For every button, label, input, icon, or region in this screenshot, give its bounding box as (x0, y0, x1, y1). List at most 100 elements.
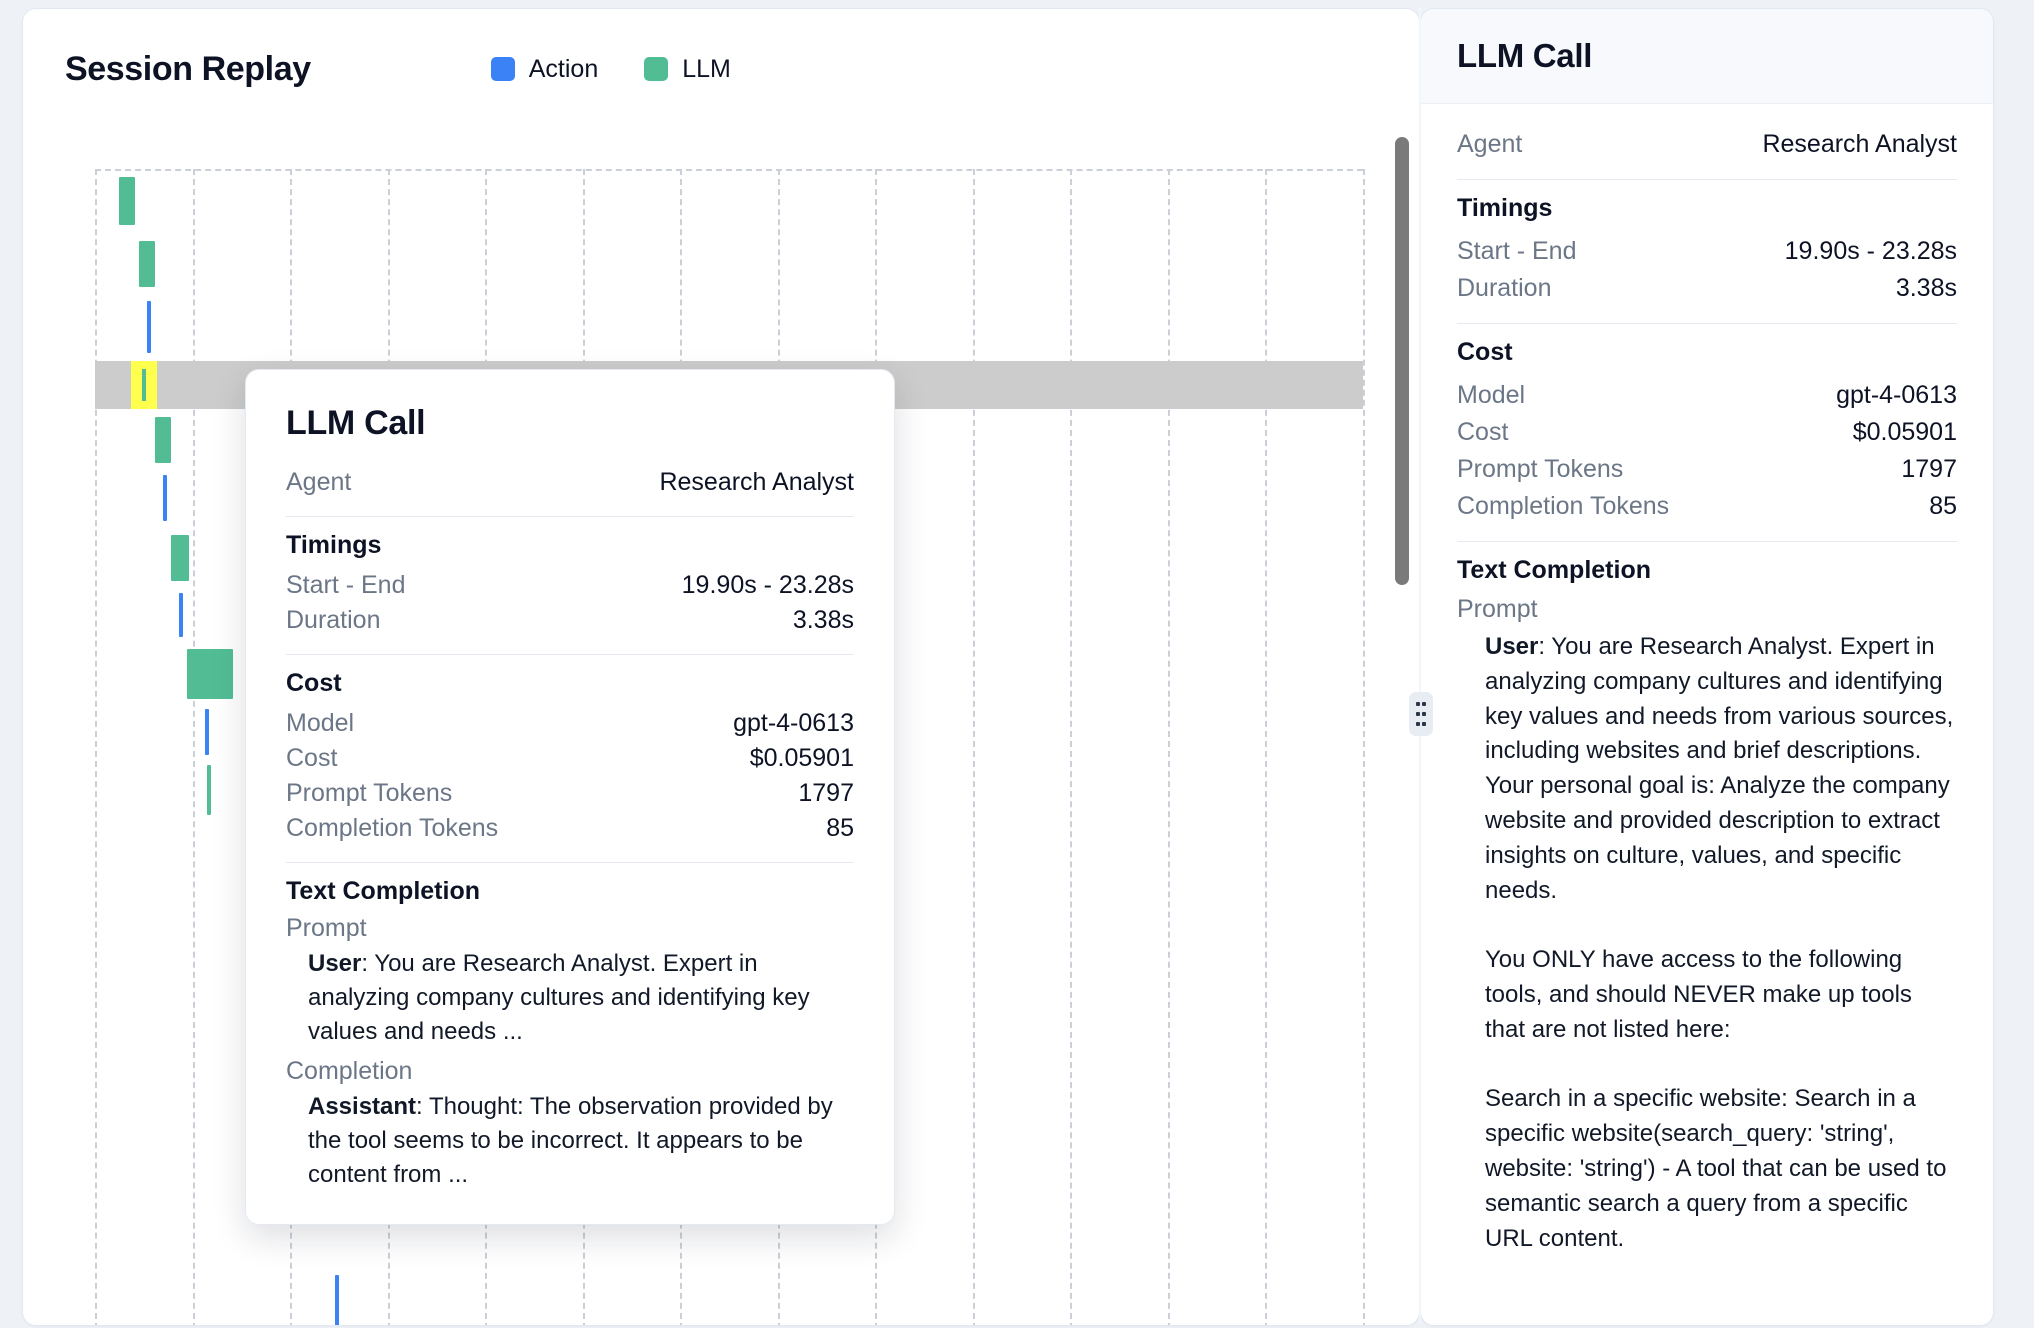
vertical-scrollbar[interactable] (1395, 137, 1409, 1317)
timeline-span-action[interactable] (205, 709, 209, 755)
details-row-prompt-tokens: Prompt Tokens 1797 (1457, 451, 1957, 488)
tooltip-prompt-role: User (308, 950, 362, 977)
tooltip-divider (286, 654, 854, 655)
timeline-gridline (1363, 169, 1365, 1325)
details-prompt-tokens-label: Prompt Tokens (1457, 455, 1624, 483)
panel-splitter (1419, 8, 1421, 1324)
tooltip-duration-value: 3.38s (792, 606, 854, 634)
timeline-span-llm[interactable] (187, 649, 233, 699)
legend-label-llm: LLM (682, 54, 731, 83)
timeline-span-llm[interactable] (119, 177, 135, 225)
details-completion-tokens-label: Completion Tokens (1457, 492, 1670, 520)
timeline-gridline (1265, 169, 1268, 1325)
details-prompt-message: User: You are Research Analyst. Expert i… (1485, 630, 1957, 1256)
details-text-completion-title: Text Completion (1457, 556, 1651, 584)
tooltip-duration-label: Duration (286, 606, 381, 634)
tooltip-row-agent: Agent Research Analyst (286, 465, 854, 500)
details-duration-label: Duration (1457, 274, 1552, 302)
tooltip-agent-label: Agent (286, 468, 352, 496)
details-divider (1457, 179, 1957, 180)
timeline-gridline (972, 169, 975, 1325)
details-start-end-value: 19.90s - 23.28s (1784, 237, 1957, 265)
timeline-gridline (95, 169, 97, 1325)
details-row-model: Model gpt-4-0613 (1457, 377, 1957, 414)
details-prompt-role: User (1485, 633, 1539, 660)
tooltip-completion-label: Completion (286, 1057, 413, 1086)
legend: Action LLM (490, 54, 731, 84)
timeline-span-llm[interactable] (171, 535, 189, 581)
timeline-selected-span[interactable] (131, 361, 157, 409)
details-panel: LLM Call Agent Research Analyst Timings … (1420, 8, 1994, 1326)
details-divider (1457, 541, 1957, 542)
details-panel-header: LLM Call (1421, 9, 1993, 104)
drag-dot-icon (1416, 702, 1420, 706)
details-completion-tokens-value: 85 (1929, 492, 1957, 520)
panel-resize-handle[interactable] (1409, 692, 1433, 736)
tooltip-model-label: Model (286, 709, 355, 737)
drag-dot-icon (1416, 712, 1420, 716)
tooltip-start-end-value: 19.90s - 23.28s (681, 571, 854, 599)
timeline-span-llm[interactable] (207, 765, 211, 815)
details-duration-value: 3.38s (1895, 274, 1957, 302)
timeline-span-action[interactable] (163, 475, 167, 521)
drag-dot-icon (1422, 722, 1426, 726)
details-panel-body: Agent Research Analyst Timings Start - E… (1421, 104, 1993, 1256)
drag-dot-icon (1422, 712, 1426, 716)
details-title: LLM Call (1457, 37, 1593, 74)
drag-dot-icon (1416, 722, 1420, 726)
action-swatch-icon (490, 57, 515, 81)
details-model-label: Model (1457, 381, 1526, 409)
tooltip-completion-message: Assistant: Thought: The observation prov… (308, 1090, 854, 1192)
tooltip-agent-value: Research Analyst (659, 468, 854, 496)
tooltip-completion-role: Assistant (308, 1093, 417, 1121)
tooltip-start-end-label: Start - End (286, 571, 406, 599)
details-agent-label: Agent (1457, 130, 1523, 158)
timeline-span-action[interactable] (335, 1275, 339, 1325)
tooltip-model-value: gpt-4-0613 (733, 709, 854, 737)
timeline-gridline (192, 169, 195, 1325)
legend-item-llm[interactable]: LLM (644, 55, 731, 84)
llm-call-tooltip: LLM Call Agent Research Analyst Timings … (245, 369, 895, 1226)
tooltip-completion-tokens-label: Completion Tokens (286, 814, 499, 842)
timeline-span-action[interactable] (179, 593, 183, 637)
tooltip-divider (286, 862, 854, 863)
details-prompt-text: : You are Research Analyst. Expert in an… (1485, 633, 1954, 1252)
tooltip-prompt-label: Prompt (286, 914, 367, 942)
tooltip-row-prompt-tokens: Prompt Tokens 1797 (286, 776, 854, 811)
timeline-gridline (1070, 169, 1073, 1325)
tooltip-title: LLM Call (286, 404, 426, 442)
timeline-span-action[interactable] (147, 301, 151, 353)
details-prompt-tokens-value: 1797 (1901, 455, 1957, 483)
details-start-end-label: Start - End (1457, 237, 1577, 265)
details-row-completion-tokens: Completion Tokens 85 (1457, 488, 1957, 525)
tooltip-prompt-tokens-label: Prompt Tokens (286, 779, 453, 807)
tooltip-completion-text: : Thought: The observation provided by t… (308, 1093, 833, 1189)
details-cost-label: Cost (1457, 418, 1509, 446)
details-row-cost: Cost $0.05901 (1457, 414, 1957, 451)
timeline-span-llm[interactable] (139, 241, 155, 287)
legend-item-action[interactable]: Action (490, 54, 599, 84)
tooltip-divider (286, 516, 854, 517)
tooltip-row-cost: Cost $0.05901 (286, 741, 854, 776)
llm-swatch-icon (644, 57, 669, 81)
tooltip-text-completion-title: Text Completion (286, 877, 480, 905)
timeline-top-rule (95, 169, 1363, 171)
details-cost-title: Cost (1457, 338, 1513, 366)
page-title: Session Replay (65, 49, 311, 88)
tooltip-row-duration: Duration 3.38s (286, 603, 854, 638)
details-timings-title: Timings (1457, 194, 1553, 222)
details-row-start-end: Start - End 19.90s - 23.28s (1457, 233, 1957, 270)
tooltip-row-model: Model gpt-4-0613 (286, 706, 854, 741)
tooltip-row-start-end: Start - End 19.90s - 23.28s (286, 568, 854, 603)
tooltip-prompt-text: : You are Research Analyst. Expert in an… (308, 950, 810, 1046)
scrollbar-thumb[interactable] (1395, 137, 1409, 585)
details-model-value: gpt-4-0613 (1836, 381, 1957, 409)
timeline-selected-span-marker (142, 369, 146, 401)
legend-label-action: Action (528, 54, 599, 83)
details-row-agent: Agent Research Analyst (1457, 126, 1957, 163)
timeline-span-llm[interactable] (155, 417, 171, 463)
tooltip-prompt-message: User: You are Research Analyst. Expert i… (308, 947, 854, 1049)
details-row-duration: Duration 3.38s (1457, 270, 1957, 307)
tooltip-completion-tokens-value: 85 (826, 814, 854, 842)
